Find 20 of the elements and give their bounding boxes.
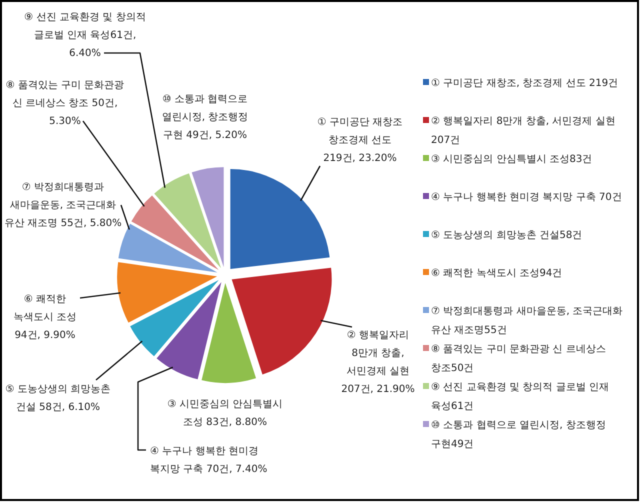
data-label: ⑩ 소통과 협력으로 열린시정, 창조행정 구현 49건, 5.20% <box>162 94 248 141</box>
legend-label: ③ 시민중심의 안심특별시 조성83건 <box>431 154 592 165</box>
data-label: ⑥ 쾌적한 녹색도시 조성 94건, 9.90% <box>13 294 77 341</box>
legend-label: ⑥ 쾌적한 녹색도시 조성94건 <box>431 268 562 279</box>
data-label: ⑦ 박정희대통령과 새마을운동, 조국근대화 유산 재조명 55건, 5.80% <box>4 182 122 229</box>
data-label: ② 행복일자리 8만개 창출, 서민경제 실현 207건, 21.90% <box>341 330 415 395</box>
legend-label: ⑩ 소통과 협력으로 열린시정, 창조행정 구현49건 <box>431 420 606 450</box>
legend-label: ⑦ 박정희대통령과 새마을운동, 조국근대화 유산 재조명55건 <box>431 306 623 336</box>
data-label: ④ 누구나 행복한 현미경 복지망 구축 70건, 7.40% <box>150 446 268 475</box>
data-label: ⑤ 도농상생의 희망농촌 건설 58건, 6.10% <box>5 384 111 413</box>
legend-label: ④ 누구나 행복한 현미경 복지망 구축 70건 <box>431 192 622 203</box>
legend-label: ⑧ 품격있는 구미 문화관광 신 르네상스 창조50건 <box>431 344 606 374</box>
data-label: ③ 시민중심의 안심특별시 조성 83건, 8.80% <box>167 399 283 428</box>
data-label: ⑧ 품격있는 구미 문화관광 신 르네상스 창조 50건, 5.30% <box>6 80 124 127</box>
legend-label: ⑤ 도농상생의 희망농촌 건설58건 <box>431 230 582 241</box>
legend-label: ② 행복일자리 8만개 창출, 서민경제 실현 207건 <box>431 116 616 146</box>
data-label: ① 구미공단 재창조 창조경제 선도 219건, 23.20% <box>317 117 403 164</box>
legend-label: ① 구미공단 재창조, 창조경제 선도 219건 <box>431 78 618 89</box>
data-label: ⑨ 선진 교육환경 및 창의적 글로벌 인재 육성61건, 6.40% <box>24 12 146 59</box>
legend-label: ⑨ 선진 교육환경 및 창의적 글로벌 인재 육성61건 <box>431 382 610 412</box>
